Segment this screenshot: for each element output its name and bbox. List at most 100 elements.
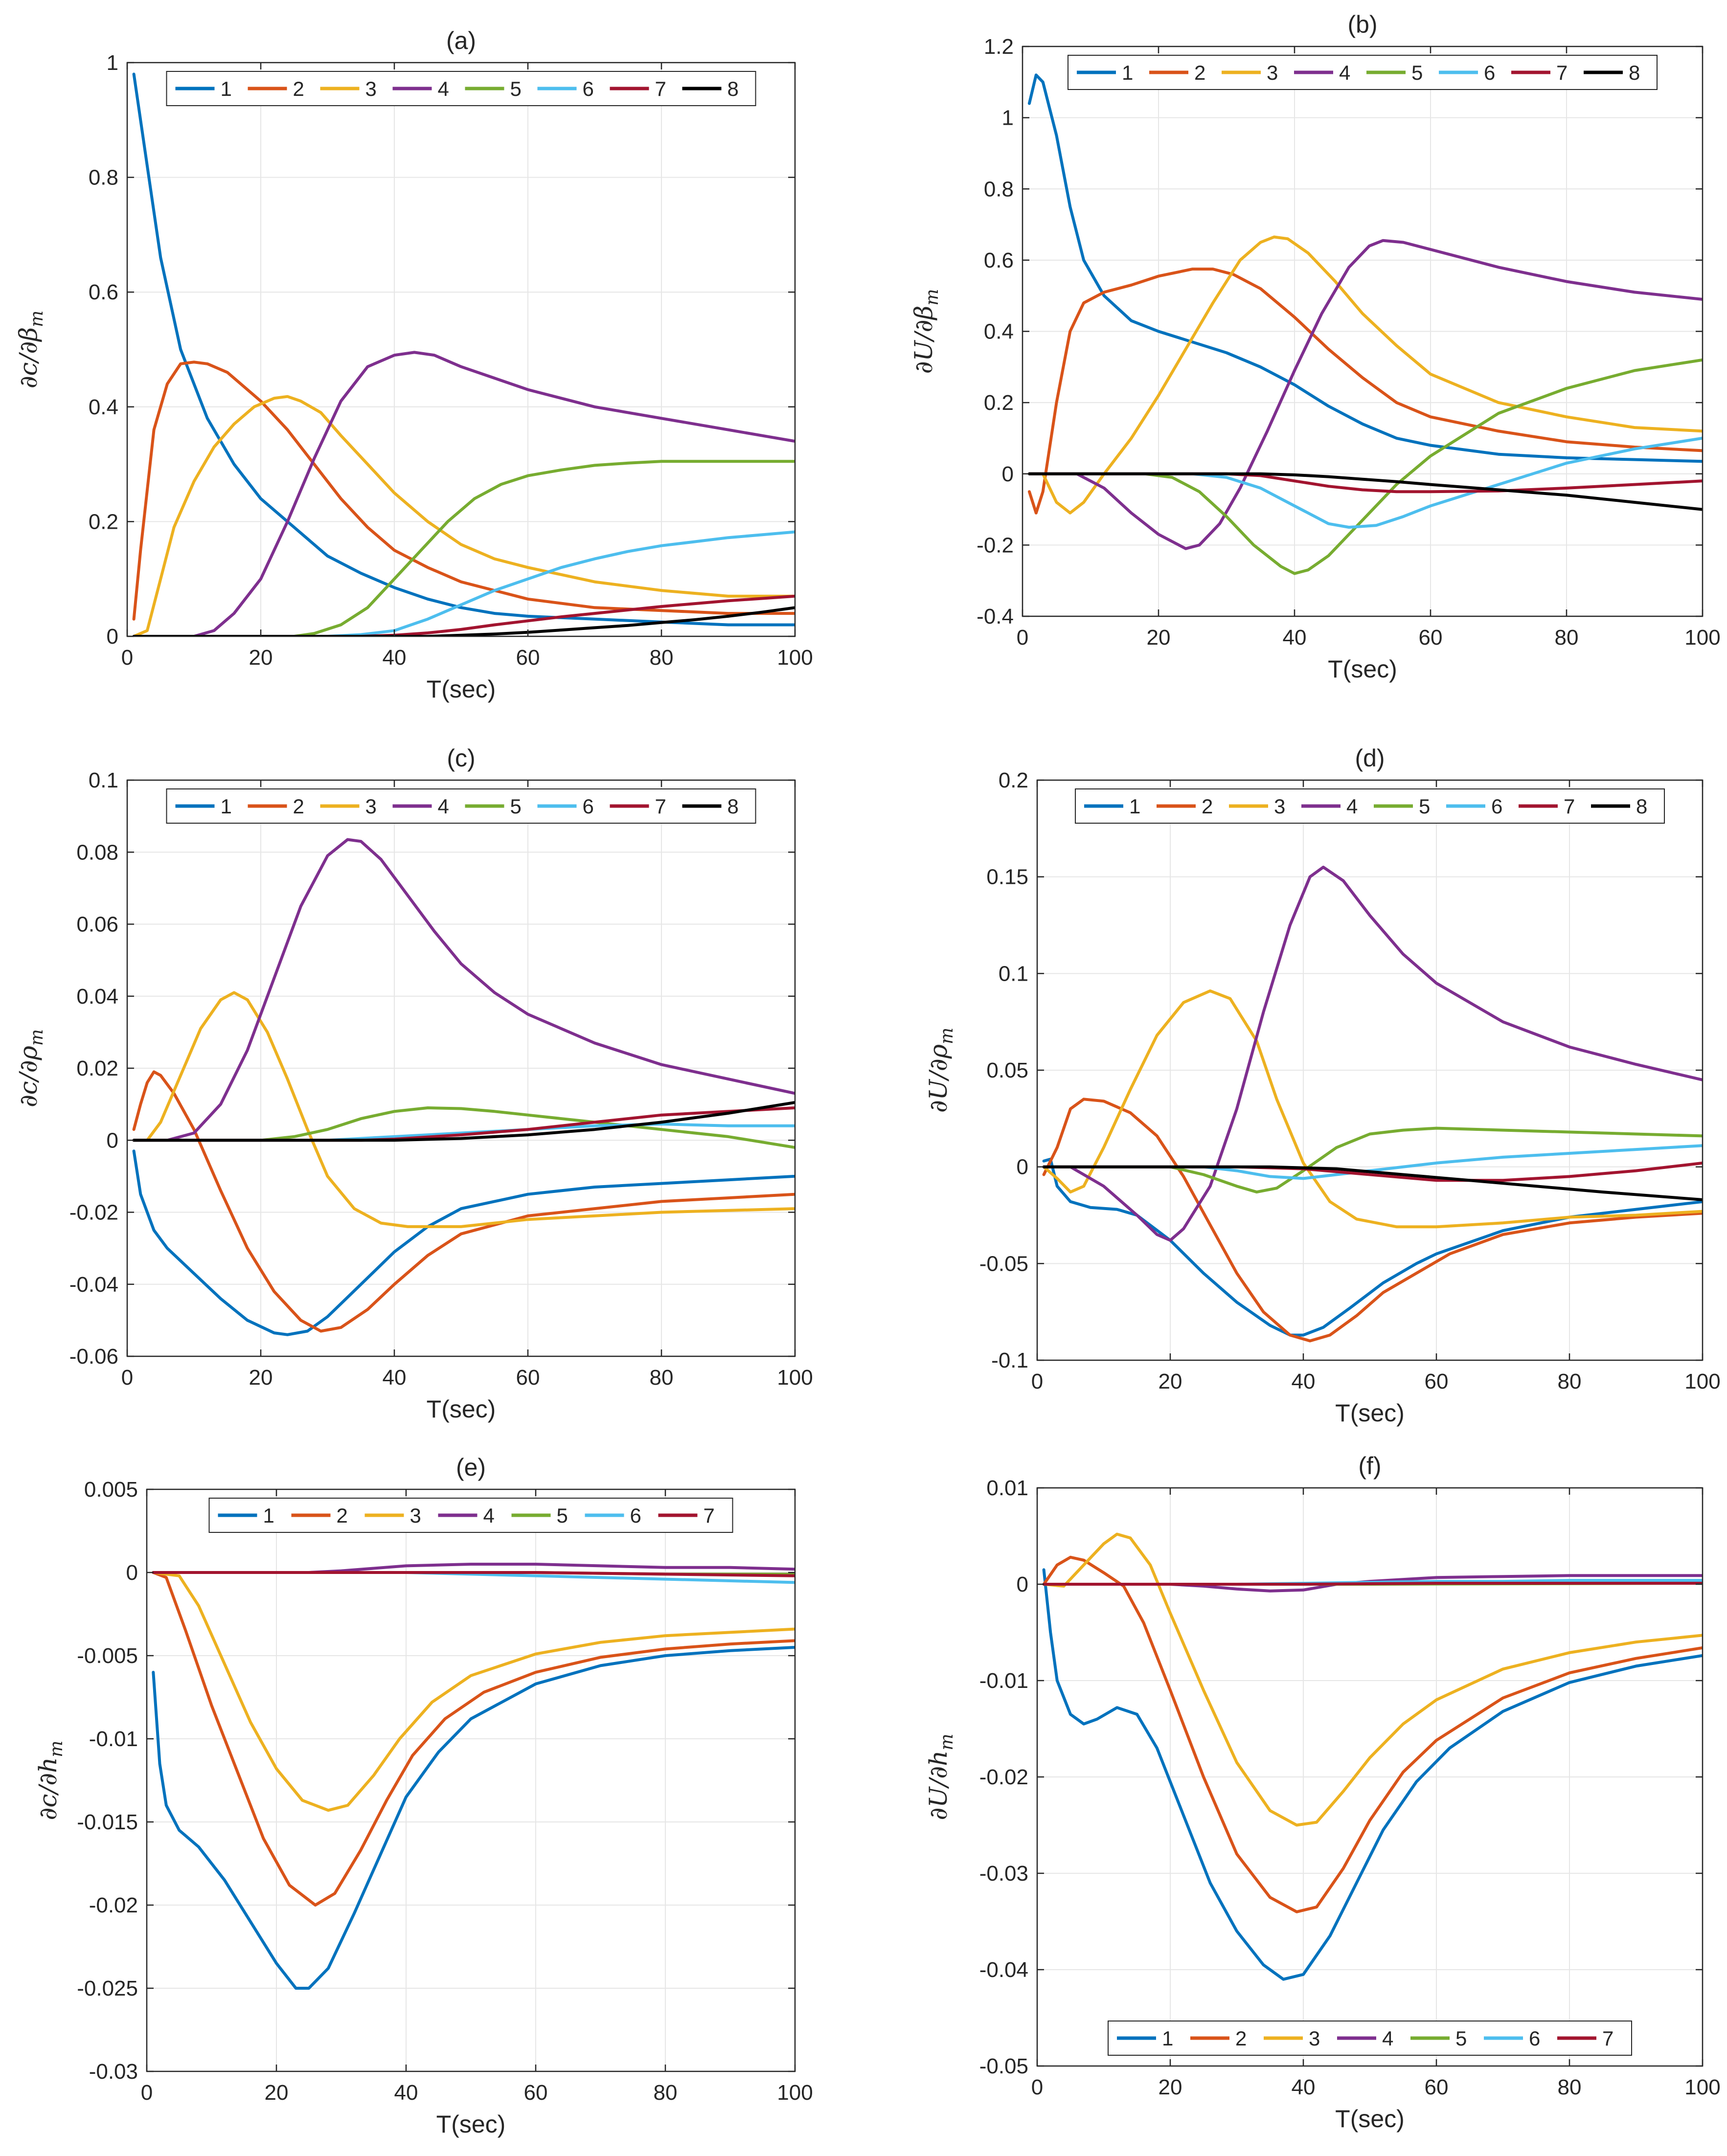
y-tick-label: 0.6 [89, 280, 118, 304]
x-tick-label: 60 [1425, 2075, 1449, 2099]
legend-label: 5 [557, 1504, 568, 1527]
series-line-8 [132, 606, 795, 636]
legend-label: 5 [510, 77, 522, 100]
y-tick-label: -0.015 [77, 1810, 138, 1834]
legend-label: 7 [704, 1504, 715, 1527]
series-line-5 [132, 460, 795, 636]
x-tick-label: 60 [516, 646, 540, 670]
y-axis-label: ∂U/∂hm [924, 1733, 957, 1820]
chart-panel-f: 0 20 40 60 80 100 -0.05 -0.04 -0.03 -0.02 -0.01 0 0.… [924, 1452, 1721, 2133]
x-tick-label: 40 [383, 1366, 407, 1390]
legend-label: 1 [1122, 61, 1133, 84]
legend-label: 3 [365, 77, 377, 100]
y-tick-label: 0.1 [89, 768, 118, 792]
series-line-5 [132, 1106, 795, 1149]
series-lines [1027, 73, 1703, 575]
x-tick-label: 100 [1684, 626, 1720, 650]
series-line-2 [132, 1070, 795, 1333]
x-tick-label: 60 [1419, 626, 1443, 650]
y-axis-label: ∂c/∂ρm [14, 1029, 47, 1107]
x-tick-label: 100 [1684, 1370, 1720, 1393]
chart-panel-c: 0 20 40 60 80 100 -0.06 -0.04 -0.02 0 0.02 0.04 0.06… [14, 744, 813, 1423]
series-line-4 [1027, 239, 1703, 550]
legend-entry-8: 8 [1591, 795, 1647, 818]
y-tick-label: -0.01 [979, 1669, 1028, 1693]
legend-entry-5: 5 [1410, 2027, 1467, 2050]
legend-box [166, 788, 756, 824]
legend-entry-7: 7 [610, 77, 666, 100]
legend-label: 6 [1529, 2027, 1540, 2050]
legend-label: 2 [337, 1504, 348, 1527]
chart-title: (d) [1355, 744, 1385, 772]
legend-entry-3: 3 [364, 1504, 421, 1527]
legend-entry-6: 6 [537, 795, 594, 818]
y-axis-label: ∂U/∂ρm [924, 1028, 957, 1113]
legend-label: 6 [583, 795, 594, 818]
legend-label: 2 [1235, 2027, 1247, 2050]
series-line-5 [1042, 1126, 1703, 1194]
x-tick-label: 80 [1558, 2075, 1582, 2099]
legend-entry-8: 8 [682, 795, 739, 818]
legend: 1 2 3 4 5 6 7 [1108, 2021, 1632, 2056]
x-tick-label: 0 [121, 646, 133, 670]
series-line-8 [132, 1100, 795, 1142]
x-tick-label: 0 [1031, 2075, 1043, 2099]
x-tick-label: 20 [1159, 2075, 1182, 2099]
legend-entry-6: 6 [585, 1504, 641, 1527]
series-line-1 [1042, 1157, 1703, 1337]
x-tick-label: 80 [1555, 626, 1579, 650]
series-line-2 [1042, 1555, 1703, 1913]
y-tick-label: 0.05 [986, 1058, 1028, 1082]
series-line-2 [152, 1571, 795, 1907]
legend-label: 3 [1274, 795, 1285, 818]
chart-title: (f) [1358, 1452, 1381, 1480]
legend-label: 5 [1455, 2027, 1467, 2050]
x-axis-label: T(sec) [1335, 1399, 1405, 1427]
y-tick-label: -0.04 [979, 1958, 1028, 1982]
y-tick-label: -0.02 [89, 1893, 138, 1917]
axes-frame [126, 62, 796, 637]
legend-label: 5 [1419, 795, 1430, 818]
legend-entry-3: 3 [1229, 795, 1285, 818]
legend-entry-2: 2 [291, 1504, 348, 1527]
x-tick-label: 100 [777, 2081, 813, 2105]
legend-entry-1: 1 [1117, 2027, 1173, 2050]
series-line-5 [1027, 358, 1703, 575]
x-tick-label: 80 [650, 646, 674, 670]
y-tick-label: -0.04 [69, 1273, 118, 1297]
series-line-3 [132, 991, 795, 1228]
y-tick-label: 0.2 [999, 768, 1028, 792]
legend-label: 7 [1556, 61, 1568, 84]
legend-entry-5: 5 [465, 77, 522, 100]
y-tick-label: 0.8 [89, 166, 118, 190]
legend-entry-5: 5 [1374, 795, 1430, 818]
y-tick-label: 0.08 [76, 840, 118, 864]
x-tick-label: 0 [1031, 1370, 1043, 1393]
legend-entry-4: 4 [1294, 61, 1350, 84]
chart-panel-b: 0 20 40 60 80 100 -0.4 -0.2 0 0.2 0.4 0.6 0.8 1 1.2 (b)… [909, 11, 1721, 683]
legend-label: 7 [1602, 2027, 1613, 2050]
y-tick-label: -0.02 [69, 1201, 118, 1225]
y-tick-label: 0.4 [89, 395, 118, 419]
y-tick-label: -0.05 [979, 1252, 1028, 1276]
series-line-7 [1042, 1582, 1703, 1586]
legend-entry-5: 5 [1366, 61, 1423, 84]
legend-entry-8: 8 [1584, 61, 1640, 84]
legend-entry-5: 5 [465, 795, 522, 818]
x-tick-label: 0 [1017, 626, 1028, 650]
legend-label: 7 [655, 795, 666, 818]
series-lines [1042, 865, 1703, 1343]
legend-box [1068, 55, 1658, 90]
legend: 1 2 3 4 5 6 7 [208, 1498, 733, 1533]
legend: 1 2 3 4 5 6 7 8 [166, 788, 756, 824]
chart-panel-d: 0 20 40 60 80 100 -0.1 -0.05 0 0.05 0.1 0.15 0.2 (d) T… [924, 744, 1721, 1427]
series-line-8 [1042, 1165, 1703, 1201]
series-line-4 [132, 838, 795, 1142]
legend-label: 4 [1346, 795, 1358, 818]
legend-entry-7: 7 [610, 795, 666, 818]
legend-entry-3: 3 [1222, 61, 1278, 84]
y-tick-label: -0.4 [977, 605, 1014, 629]
x-tick-label: 60 [1425, 1370, 1449, 1393]
y-tick-label: -0.06 [69, 1345, 118, 1369]
x-tick-label: 40 [1292, 1370, 1316, 1393]
